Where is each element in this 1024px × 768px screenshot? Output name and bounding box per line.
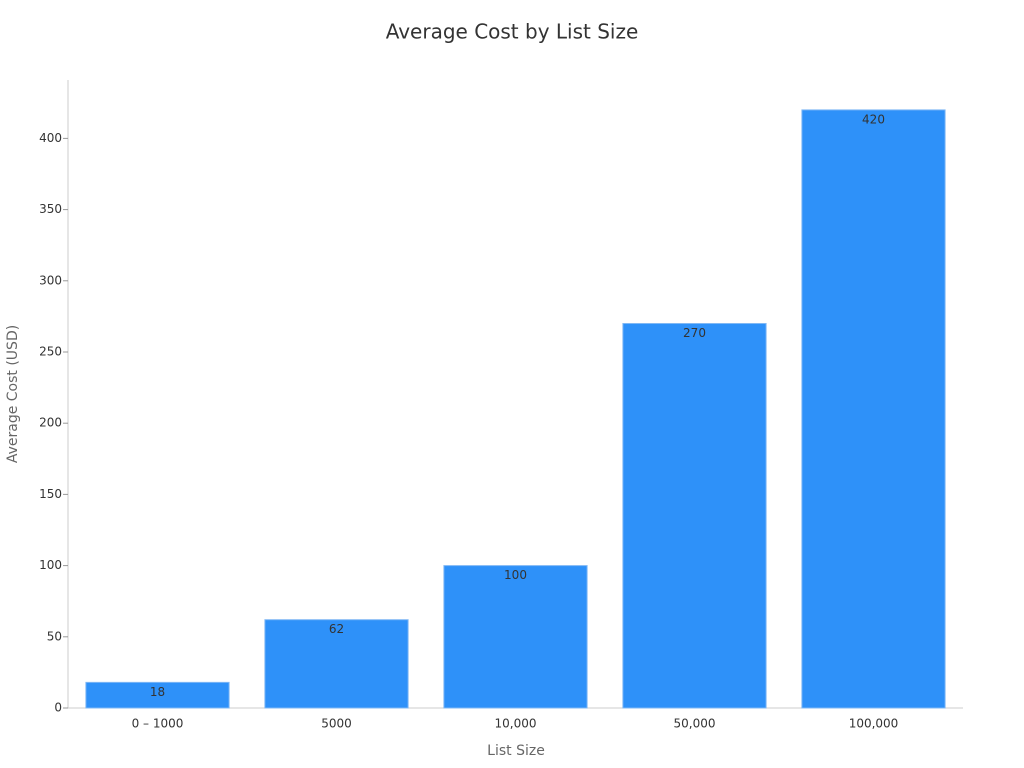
x-tick-label: 10,000 (495, 717, 537, 731)
x-tick-label: 50,000 (674, 717, 716, 731)
bar (622, 323, 767, 709)
y-tick-label: 400 (39, 131, 62, 145)
y-tick-label: 150 (39, 487, 62, 501)
bar (801, 109, 946, 709)
x-tick-label: 100,000 (849, 717, 899, 731)
bar (85, 681, 230, 709)
y-tick-label: 100 (39, 558, 62, 572)
value-label: 62 (329, 622, 344, 636)
x-tick-label: 5000 (321, 717, 352, 731)
value-label: 100 (504, 568, 527, 582)
y-tick-label: 350 (39, 202, 62, 216)
y-tick-label: 50 (47, 629, 62, 643)
chart-title: Average Cost by List Size (386, 20, 639, 44)
bar (264, 619, 409, 709)
value-label: 18 (150, 685, 165, 699)
x-tick-label: 0 – 1000 (132, 717, 184, 731)
value-label: 420 (862, 112, 885, 126)
y-tick-label: 200 (39, 416, 62, 430)
y-tick-label: 250 (39, 344, 62, 358)
y-axis-label: Average Cost (USD) (5, 325, 21, 463)
value-label: 270 (683, 326, 706, 340)
x-axis-label: List Size (487, 743, 545, 759)
y-tick-label: 300 (39, 273, 62, 287)
y-tick-label: 0 (54, 701, 62, 715)
bar (443, 565, 588, 709)
